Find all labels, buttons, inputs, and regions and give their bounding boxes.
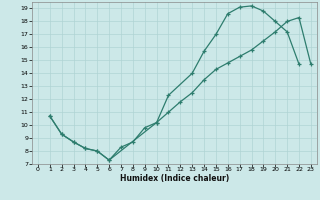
X-axis label: Humidex (Indice chaleur): Humidex (Indice chaleur) bbox=[120, 174, 229, 183]
